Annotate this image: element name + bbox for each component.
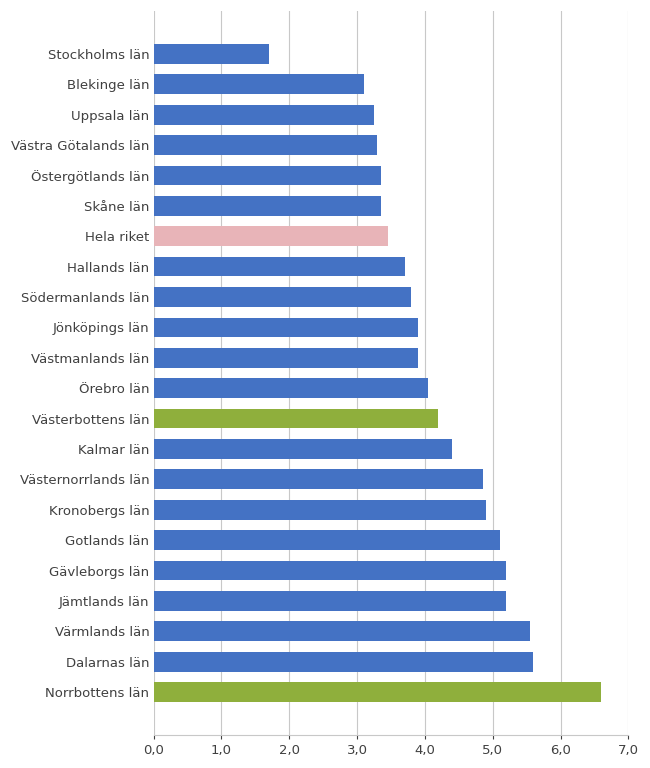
Bar [153,227,387,246]
Bar [153,166,381,185]
Bar [153,44,269,64]
Bar [153,317,418,337]
Bar [153,409,439,429]
Bar [153,74,364,94]
Bar [153,591,506,611]
Bar [153,379,428,398]
Bar [153,287,411,307]
Bar [153,196,381,216]
Bar [153,348,418,368]
Bar [153,257,404,276]
Bar [153,135,378,155]
Bar [153,500,486,520]
Bar [153,104,374,124]
Bar [153,682,601,702]
Bar [153,530,500,550]
Bar [153,469,482,489]
Bar [153,561,506,581]
Bar [153,439,452,458]
Bar [153,652,534,671]
Bar [153,621,530,641]
